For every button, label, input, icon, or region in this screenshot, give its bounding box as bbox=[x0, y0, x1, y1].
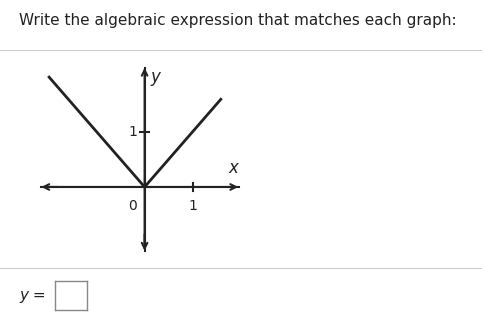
Text: y =: y = bbox=[19, 288, 46, 303]
Text: 1: 1 bbox=[129, 124, 137, 138]
Text: y: y bbox=[151, 68, 161, 86]
Text: 0: 0 bbox=[129, 199, 137, 213]
Text: x: x bbox=[229, 159, 239, 177]
Text: 1: 1 bbox=[188, 199, 197, 213]
Text: Write the algebraic expression that matches each graph:: Write the algebraic expression that matc… bbox=[19, 13, 457, 28]
